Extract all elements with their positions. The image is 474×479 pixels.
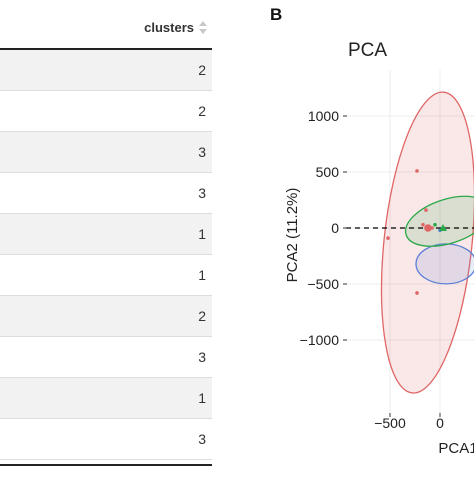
data-point	[415, 169, 419, 173]
table-row: 3	[0, 173, 212, 214]
table-row: 2	[0, 50, 212, 91]
cluster-cell: 1	[198, 267, 206, 283]
cluster-cell: 1	[198, 390, 206, 406]
data-table: clusters 2 2 3 3 1 1 2 3 1 3	[0, 0, 212, 474]
data-point	[421, 222, 425, 227]
clusters-column-header[interactable]: clusters	[144, 20, 194, 35]
table-row: 1	[0, 378, 212, 419]
centroid-cluster-2	[439, 224, 447, 231]
x-tick-label: −500	[374, 415, 406, 431]
plot-title: PCA	[348, 40, 387, 61]
x-axis-label: PCA1	[438, 440, 474, 457]
cluster-cell: 3	[198, 349, 206, 365]
cluster-cell: 3	[198, 431, 206, 447]
table-row: 3	[0, 419, 212, 460]
cluster-cell: 2	[198, 103, 206, 119]
cluster-cell: 2	[198, 62, 206, 78]
pca-plot-panel: B PCA PCA2 (11.2%) PCA1 1000 500 0 −500 −100…	[212, 0, 474, 474]
cluster-3-ellipse	[415, 243, 474, 285]
y-axis-label: PCA2 (11.2%)	[284, 188, 301, 283]
axis-ticks: 1000 500 0 −500 −1000 −500 0	[300, 108, 444, 431]
y-tick-label: 1000	[308, 108, 339, 124]
cluster-cell: 3	[198, 144, 206, 160]
data-point	[415, 291, 419, 295]
data-point	[386, 236, 390, 240]
cluster-1-ellipse	[380, 91, 474, 394]
pca-chart: B PCA PCA2 (11.2%) PCA1 1000 500 0 −500 −100…	[270, 5, 474, 457]
y-tick-label: −500	[307, 276, 339, 292]
table-row: 1	[0, 255, 212, 296]
table-row: 2	[0, 296, 212, 337]
y-tick-label: 500	[316, 164, 340, 180]
table-row: 2	[0, 91, 212, 132]
data-point	[424, 208, 428, 212]
table-bottom-rule	[0, 464, 212, 466]
cluster-cell: 1	[198, 226, 206, 242]
table-header: clusters	[0, 0, 212, 50]
panel-letter: B	[270, 5, 282, 24]
scatter-points	[386, 169, 447, 295]
y-tick-label: 0	[331, 220, 339, 236]
sort-arrows-icon[interactable]	[198, 18, 208, 38]
x-tick-label: 0	[436, 415, 444, 431]
table-row: 3	[0, 132, 212, 173]
cluster-cell: 2	[198, 308, 206, 324]
table-row: 1	[0, 214, 212, 255]
data-point	[433, 222, 437, 227]
cluster-cell: 3	[198, 185, 206, 201]
cluster-ellipses	[380, 91, 474, 394]
y-tick-label: −1000	[300, 332, 340, 348]
centroid-cluster-1	[424, 224, 432, 232]
table-row: 3	[0, 337, 212, 378]
